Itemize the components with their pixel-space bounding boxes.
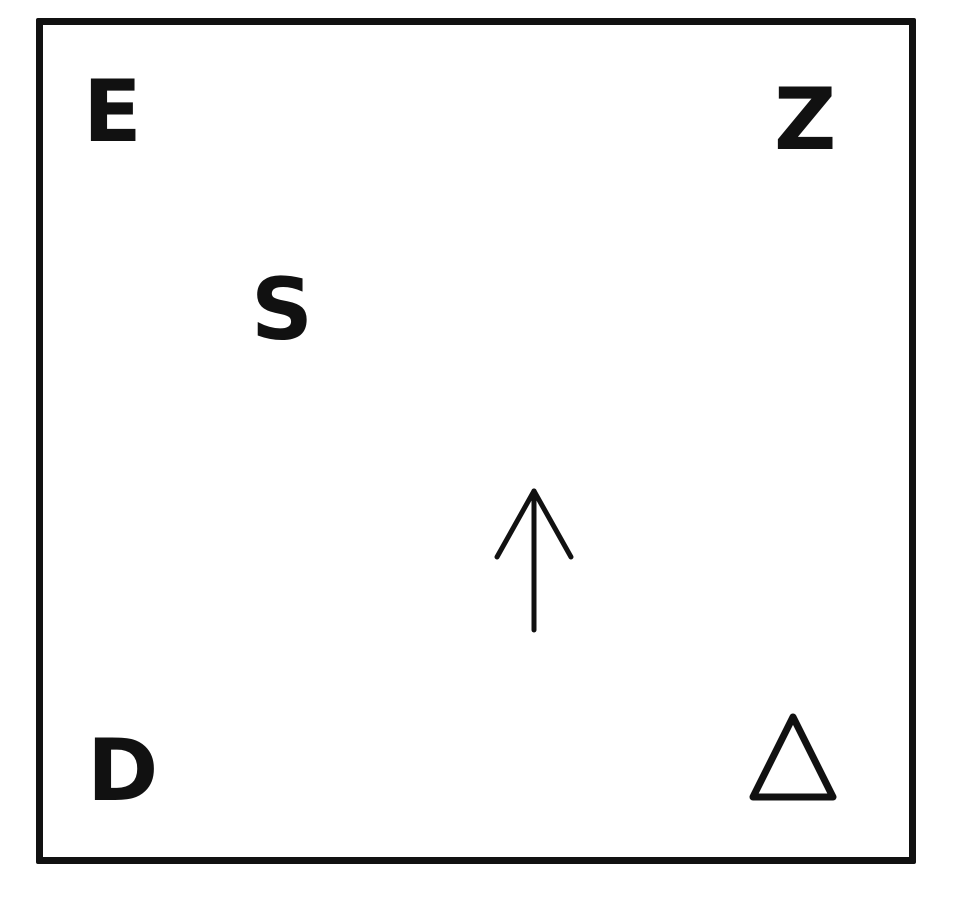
letter-e: E bbox=[83, 62, 142, 162]
arrow-up-icon bbox=[494, 488, 574, 633]
triangle-icon bbox=[749, 713, 837, 801]
letter-d: D bbox=[87, 721, 159, 821]
diagram-frame: E Z S D bbox=[36, 18, 916, 864]
letter-s: S bbox=[251, 260, 313, 360]
letter-z: Z bbox=[774, 70, 837, 170]
